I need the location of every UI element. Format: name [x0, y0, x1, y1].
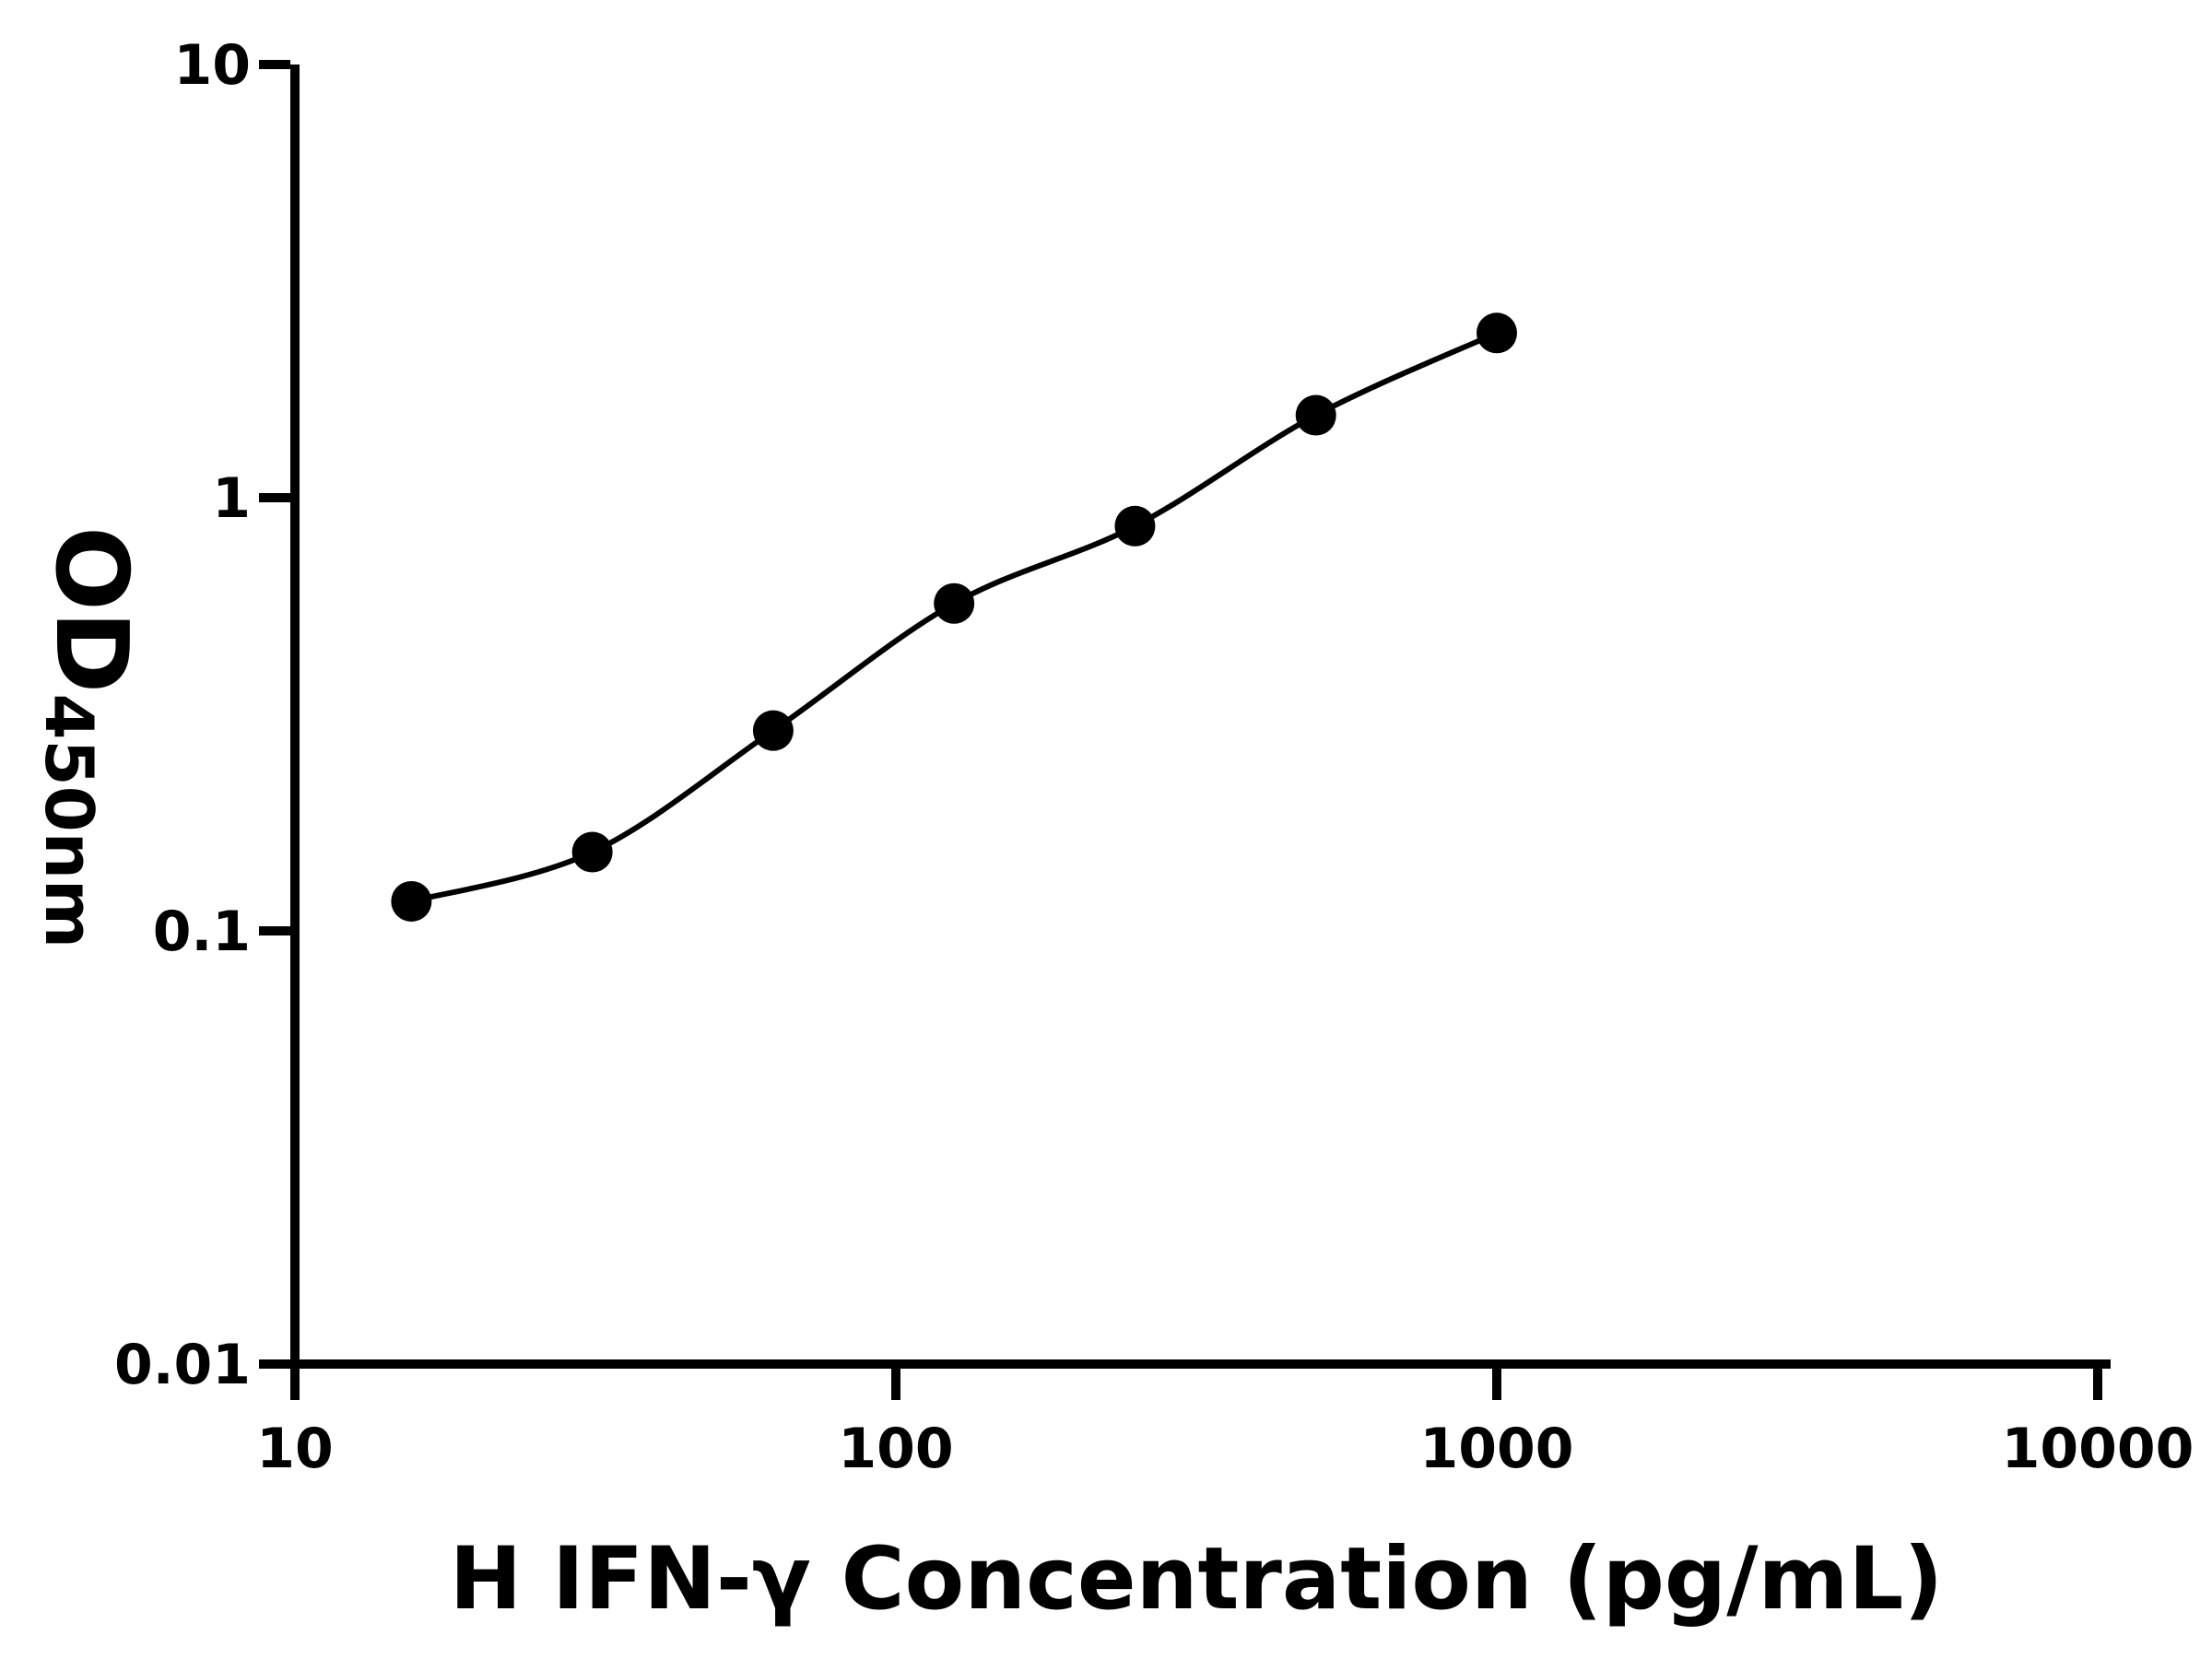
- y-axis-title-main: OD: [33, 526, 148, 693]
- data-point: [571, 831, 613, 873]
- x-tick-label: 10000: [2002, 1417, 2194, 1481]
- y-axis-title-text: OD450nm: [30, 526, 148, 948]
- data-point: [1295, 394, 1336, 436]
- data-point: [934, 582, 975, 624]
- data-point: [752, 710, 794, 751]
- y-axis-title-subscript: 450nm: [30, 693, 108, 948]
- y-tick-label: 0.01: [114, 1333, 251, 1397]
- x-tick-label: 10: [256, 1417, 334, 1481]
- data-point: [391, 880, 432, 922]
- data-point: [1114, 505, 1156, 547]
- x-tick-label: 1000: [1420, 1417, 1574, 1481]
- y-tick-label: 1: [212, 466, 251, 531]
- x-tick-label: 100: [838, 1417, 953, 1481]
- x-axis-title: H IFN-γ Concentration (pg/mL): [450, 1529, 1944, 1630]
- y-axis-title: OD450nm: [30, 526, 148, 948]
- y-tick-label: 10: [174, 33, 252, 98]
- y-tick-label: 0.1: [153, 900, 251, 964]
- data-point: [1477, 312, 1517, 354]
